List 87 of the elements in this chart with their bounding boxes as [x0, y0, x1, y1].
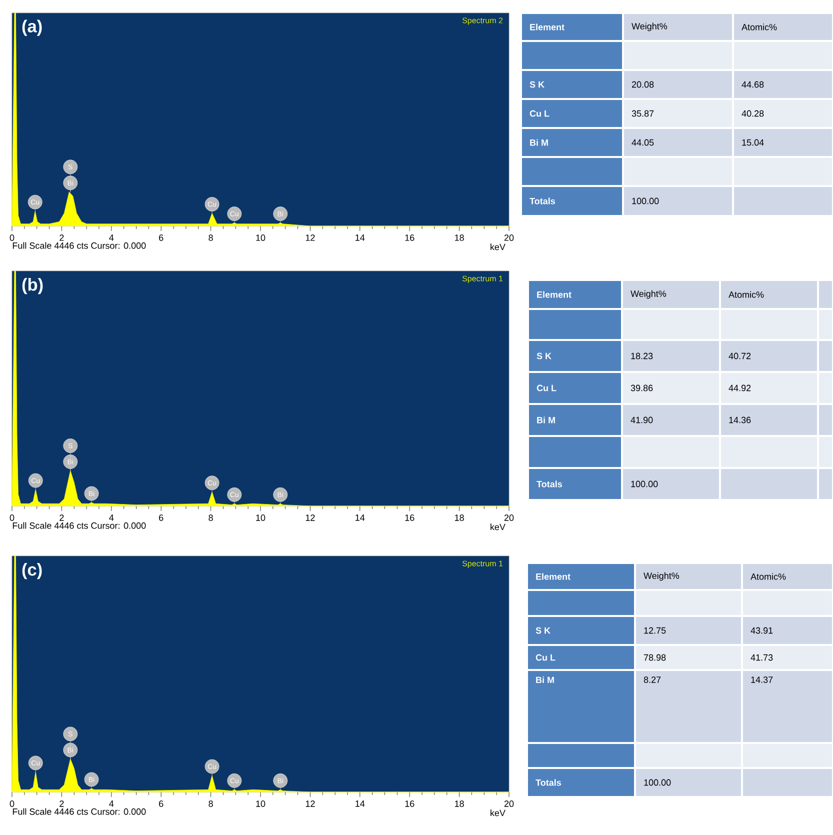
x-axis-title: keV — [490, 524, 506, 530]
chart-title: (c) — [22, 563, 42, 580]
x-tick-label: 2 — [60, 514, 64, 521]
category-label: Atomic% — [728, 291, 764, 298]
x-tick-label: 0 — [10, 800, 14, 807]
x-tick-label: 20 — [504, 514, 514, 521]
category-label: Element — [537, 291, 572, 298]
category-label: Weight% — [632, 22, 668, 32]
text: 14.36 — [729, 416, 751, 424]
text: Full Scale 4446 cts Cursor: 0.000 — [12, 808, 146, 815]
category-label: Cu L — [530, 110, 550, 117]
x-tick-label: 12 — [306, 800, 315, 807]
category-label: Atomic% — [742, 24, 777, 30]
x-tick-label: 6 — [159, 514, 164, 521]
x-tick-label: 4 — [109, 800, 114, 807]
category-label: S K — [536, 627, 550, 634]
text: 8.27 — [644, 676, 661, 683]
text: 40.72 — [728, 352, 751, 360]
text: Full Scale 4446 cts Cursor: 0.000 — [12, 242, 146, 249]
text: 44.92 — [728, 384, 751, 392]
category-label: Atomic% — [750, 573, 786, 580]
chart-title: (a) — [22, 20, 42, 36]
x-tick-label: 12 — [306, 514, 315, 521]
x-axis-title: keV — [490, 810, 506, 816]
text: 14.37 — [751, 676, 773, 683]
x-tick-label: 6 — [159, 800, 164, 807]
x-tick-label: 14 — [356, 800, 365, 807]
x-tick-label: 12 — [306, 234, 315, 241]
x-tick-label: 4 — [109, 234, 114, 241]
text: 40.28 — [742, 110, 764, 117]
category-label: S K — [536, 352, 552, 360]
x-tick-label: 16 — [405, 800, 414, 807]
category-label: Weight% — [630, 290, 666, 299]
text: 39.86 — [630, 384, 653, 392]
text: 15.04 — [742, 139, 764, 146]
x-tick-label: 0 — [10, 234, 14, 241]
x-tick-label: 10 — [256, 234, 266, 241]
category-label: S K — [530, 81, 544, 88]
category-label: Bi M — [536, 676, 554, 684]
text: Spectrum 1 — [462, 276, 503, 283]
text: 35.87 — [632, 110, 654, 117]
x-tick-label: 2 — [60, 800, 64, 807]
text: 43.91 — [750, 627, 773, 634]
x-tick-label: 18 — [454, 800, 464, 807]
x-tick-label: 2 — [60, 234, 64, 241]
x-tick-label: 8 — [208, 234, 213, 241]
text: 78.98 — [644, 654, 666, 661]
x-tick-label: 10 — [256, 514, 266, 521]
text: 20.08 — [632, 81, 654, 88]
text: Full Scale 4446 cts Cursor: 0.000 — [12, 522, 146, 529]
text: 44.68 — [742, 81, 764, 88]
category-label: Element — [536, 573, 570, 580]
category-label: Weight% — [644, 572, 680, 581]
category-label: Cu L — [536, 384, 556, 392]
category-label: Totals — [530, 198, 556, 204]
text: Spectrum 1 — [462, 560, 503, 568]
x-tick-label: 16 — [405, 514, 414, 521]
chart-title: (b) — [22, 278, 43, 294]
category-label: Bi M — [530, 139, 548, 146]
text: 18.23 — [631, 352, 653, 360]
text: 41.73 — [750, 654, 773, 661]
category-label: Element — [530, 24, 564, 30]
category-label: Totals — [536, 480, 562, 488]
x-tick-label: 4 — [109, 514, 114, 521]
x-tick-label: 10 — [256, 800, 266, 807]
x-tick-label: 6 — [159, 234, 164, 241]
text: 41.90 — [630, 416, 653, 424]
text: 100.00 — [631, 480, 658, 488]
category-label: Bi M — [537, 416, 555, 424]
category-label: Totals — [536, 779, 562, 786]
x-tick-label: 8 — [208, 514, 213, 521]
text: 44.05 — [632, 139, 654, 146]
x-tick-label: 8 — [208, 800, 213, 807]
x-tick-label: 0 — [10, 514, 14, 521]
text: 12.75 — [644, 627, 666, 634]
x-axis-title: keV — [490, 244, 506, 250]
category-label: Cu L — [536, 654, 556, 661]
text: 100.00 — [632, 198, 659, 204]
x-tick-label: 16 — [405, 234, 414, 241]
x-tick-label: 18 — [454, 234, 464, 241]
x-tick-label: 20 — [504, 234, 514, 241]
text: Spectrum 2 — [462, 18, 503, 25]
x-tick-label: 14 — [356, 234, 365, 241]
x-tick-label: 18 — [454, 514, 464, 521]
x-tick-label: 14 — [356, 514, 365, 521]
text: 100.00 — [644, 779, 671, 786]
x-tick-label: 20 — [504, 800, 514, 807]
